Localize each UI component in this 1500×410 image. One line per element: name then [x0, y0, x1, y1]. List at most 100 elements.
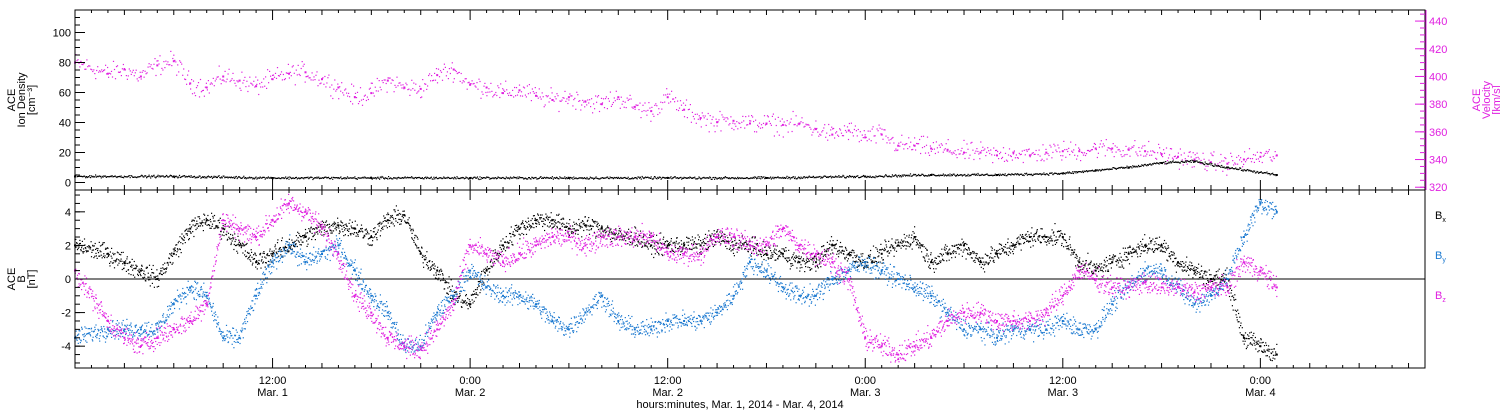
velocity-point — [620, 96, 622, 98]
Bx-series-point — [191, 220, 193, 222]
velocity-point — [1206, 170, 1208, 172]
density-point — [440, 177, 442, 179]
Bx-series-point — [656, 234, 658, 236]
density-point — [1002, 174, 1005, 176]
Bx-series-point — [312, 235, 314, 237]
Bx-series-point — [596, 223, 598, 226]
Bx-series-point — [99, 245, 102, 247]
Bx-series-point — [530, 219, 532, 222]
density-point — [164, 176, 167, 178]
velocity-point — [570, 95, 572, 97]
density-point — [344, 178, 346, 180]
Bx-series-point — [358, 230, 360, 232]
velocity-point — [79, 66, 81, 68]
velocity-point — [112, 60, 115, 62]
velocity-point — [1188, 151, 1190, 153]
density-point — [248, 176, 251, 178]
density-point — [1161, 162, 1163, 165]
velocity-point — [1082, 154, 1085, 156]
Bx-series-point — [693, 242, 695, 244]
density-point — [875, 175, 877, 177]
density-point — [751, 177, 753, 179]
Bx-series-point — [860, 253, 862, 255]
velocity-point — [918, 143, 920, 145]
density-point — [211, 177, 214, 179]
velocity-point — [1257, 158, 1259, 160]
Bx-series-point — [486, 269, 488, 271]
Bx-series-point — [776, 253, 778, 255]
Bx-series-point — [838, 249, 840, 251]
Bx-series-point — [902, 245, 905, 247]
velocity-point — [240, 89, 242, 91]
velocity-point — [650, 120, 652, 122]
Bx-series-point — [701, 242, 703, 244]
density-point — [737, 178, 740, 180]
Bx-series-point — [719, 231, 721, 233]
velocity-point — [156, 64, 159, 67]
density-point — [308, 178, 310, 180]
density-tick-label: 0 — [65, 178, 71, 190]
density-tick-label: 80 — [59, 58, 71, 70]
density-point — [972, 173, 974, 175]
density-point — [804, 177, 806, 179]
density-point — [863, 176, 865, 178]
Bx-series-point — [113, 260, 115, 262]
density-point — [816, 176, 819, 178]
velocity-point — [1184, 158, 1186, 160]
velocity-point — [785, 125, 787, 127]
density-point — [932, 174, 934, 176]
Bx-series-point — [318, 222, 320, 224]
velocity-point — [345, 88, 347, 90]
density-point — [478, 178, 480, 181]
density-point — [430, 176, 432, 178]
velocity-point — [946, 148, 949, 151]
Bx-series-point — [400, 213, 402, 215]
velocity-point — [93, 69, 95, 71]
Bx-series-point — [148, 279, 150, 281]
Bx-series-point — [677, 248, 679, 250]
velocity-point — [1019, 154, 1021, 156]
density-point — [435, 176, 437, 178]
density-point — [149, 176, 151, 178]
density-point — [849, 175, 851, 177]
velocity-point — [1177, 155, 1179, 158]
Bx-series-point — [567, 232, 569, 234]
density-point — [501, 177, 503, 179]
density-point — [530, 178, 532, 180]
velocity-point — [692, 115, 694, 118]
Bx-series-point — [764, 246, 766, 248]
density-point — [828, 176, 830, 178]
Bx-series-point — [164, 272, 166, 274]
Bx-series-point — [421, 256, 423, 258]
velocity-point — [223, 80, 225, 82]
velocity-point — [419, 87, 422, 90]
Bx-series-point — [566, 226, 568, 228]
Bx-series-point — [529, 225, 531, 227]
Bx-series-point — [472, 294, 474, 296]
density-point — [777, 176, 779, 178]
velocity-point — [483, 85, 485, 87]
Bx-series-point — [792, 264, 794, 266]
velocity-point — [1067, 150, 1069, 153]
density-point — [1154, 162, 1156, 164]
Bx-series-point — [699, 252, 701, 254]
Bx-series-point — [298, 241, 300, 243]
Bx-series-point — [875, 247, 877, 249]
Bx-series-point — [460, 306, 463, 308]
Bx-series-point — [94, 242, 96, 245]
Bx-series-point — [140, 275, 142, 277]
velocity-point — [873, 135, 875, 137]
density-point — [90, 177, 92, 179]
density-point — [383, 178, 386, 180]
velocity-point — [500, 83, 502, 85]
velocity-point — [102, 71, 104, 73]
density-point — [147, 175, 149, 178]
Bx-series-point — [568, 234, 570, 237]
velocity-point — [790, 118, 792, 120]
density-point — [91, 176, 93, 178]
velocity-point — [354, 92, 357, 94]
velocity-point — [363, 95, 365, 97]
density-point — [643, 177, 645, 180]
density-point — [509, 176, 512, 178]
